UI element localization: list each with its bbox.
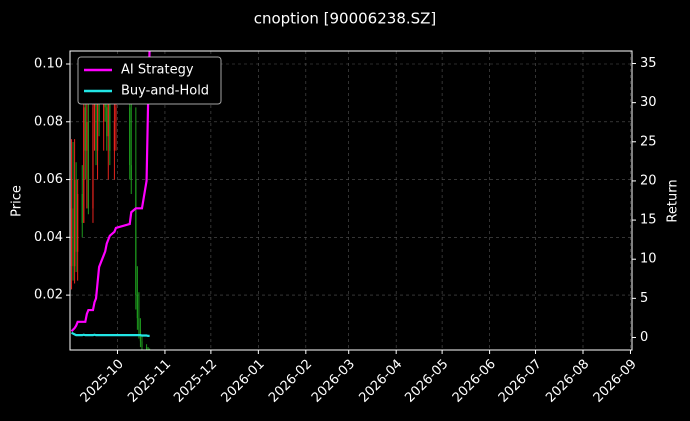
candle-body	[83, 107, 85, 223]
candle-body	[72, 208, 74, 267]
candle-body	[136, 295, 138, 319]
candle-body	[77, 194, 79, 252]
candle-body	[145, 347, 148, 349]
candle-body	[138, 318, 140, 330]
plot-area	[70, 51, 151, 350]
legend-box	[77, 56, 222, 105]
candle-body	[92, 107, 94, 209]
candle-body	[87, 121, 89, 209]
candle-body	[70, 208, 73, 267]
candle-body	[75, 179, 77, 252]
y-axis-label: Price	[10, 185, 25, 217]
candle-body	[129, 107, 131, 166]
candle-body	[103, 92, 105, 122]
y2-tick-label: 35	[640, 56, 657, 71]
candle-body	[130, 165, 132, 180]
candle-body	[73, 179, 76, 267]
legend-label: Buy-and-Hold	[121, 84, 209, 99]
y2-tick-label: 25	[640, 134, 657, 149]
line-series	[71, 331, 150, 338]
candle-body	[86, 121, 88, 151]
y-tick-label: 0.06	[34, 172, 63, 187]
candle-body	[95, 92, 97, 151]
candle-body	[135, 179, 137, 296]
y2-tick-label: 5	[640, 291, 648, 306]
candle-body	[107, 92, 109, 137]
chart-title: cnoption [90006238.SZ]	[254, 10, 437, 28]
y2-tick-label: 15	[640, 213, 657, 228]
candle-body	[81, 194, 83, 223]
line-series	[70, 51, 151, 332]
y-tick-label: 0.08	[34, 114, 63, 129]
candle-body	[106, 107, 108, 137]
y2-tick-label: 0	[640, 330, 648, 345]
candle-body	[113, 121, 116, 151]
y2-axis-label: Return	[666, 179, 681, 222]
candle-body	[147, 348, 149, 350]
candle-body	[84, 107, 86, 151]
candle-body	[141, 341, 143, 348]
y2-tick-label: 30	[640, 95, 657, 110]
y2-tick-label: 20	[640, 173, 657, 188]
plot-frame	[69, 50, 633, 351]
candle-body	[109, 92, 111, 151]
y-tick-label: 0.04	[34, 230, 63, 245]
y-tick-label: 0.10	[34, 57, 63, 72]
y-tick-label: 0.02	[34, 288, 63, 303]
candle-body	[96, 78, 99, 151]
y2-tick-label: 10	[640, 252, 657, 267]
legend-label: AI Strategy	[121, 63, 194, 78]
candle-body	[115, 107, 117, 122]
